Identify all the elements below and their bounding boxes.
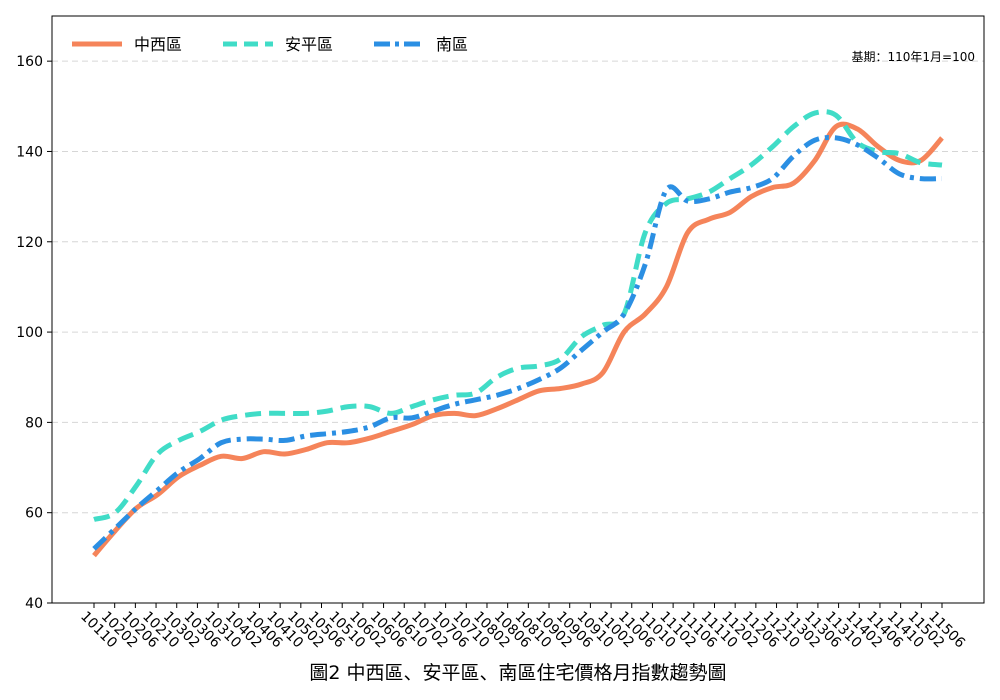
y-tick-label: 80 xyxy=(25,415,43,431)
series-line-3 xyxy=(92,135,943,551)
y-tick-label: 140 xyxy=(16,144,43,160)
series-line-1 xyxy=(92,121,944,558)
legend-label: 安平區 xyxy=(285,35,333,54)
legend-label: 中西區 xyxy=(134,35,182,54)
series-line-2 xyxy=(93,109,943,522)
figure-caption: 圖2 中西區、安平區、南區住宅價格月指數趨勢圖 xyxy=(309,662,726,684)
y-tick-label: 120 xyxy=(16,235,43,251)
y-tick-label: 160 xyxy=(16,54,43,70)
y-tick-label: 60 xyxy=(25,506,43,522)
plot-frame xyxy=(51,15,985,604)
legend-label: 南區 xyxy=(436,35,468,54)
y-tick-label: 100 xyxy=(16,325,43,341)
base-period-note: 基期：110年1月=100 xyxy=(852,50,976,64)
y-tick-label: 40 xyxy=(25,596,43,612)
